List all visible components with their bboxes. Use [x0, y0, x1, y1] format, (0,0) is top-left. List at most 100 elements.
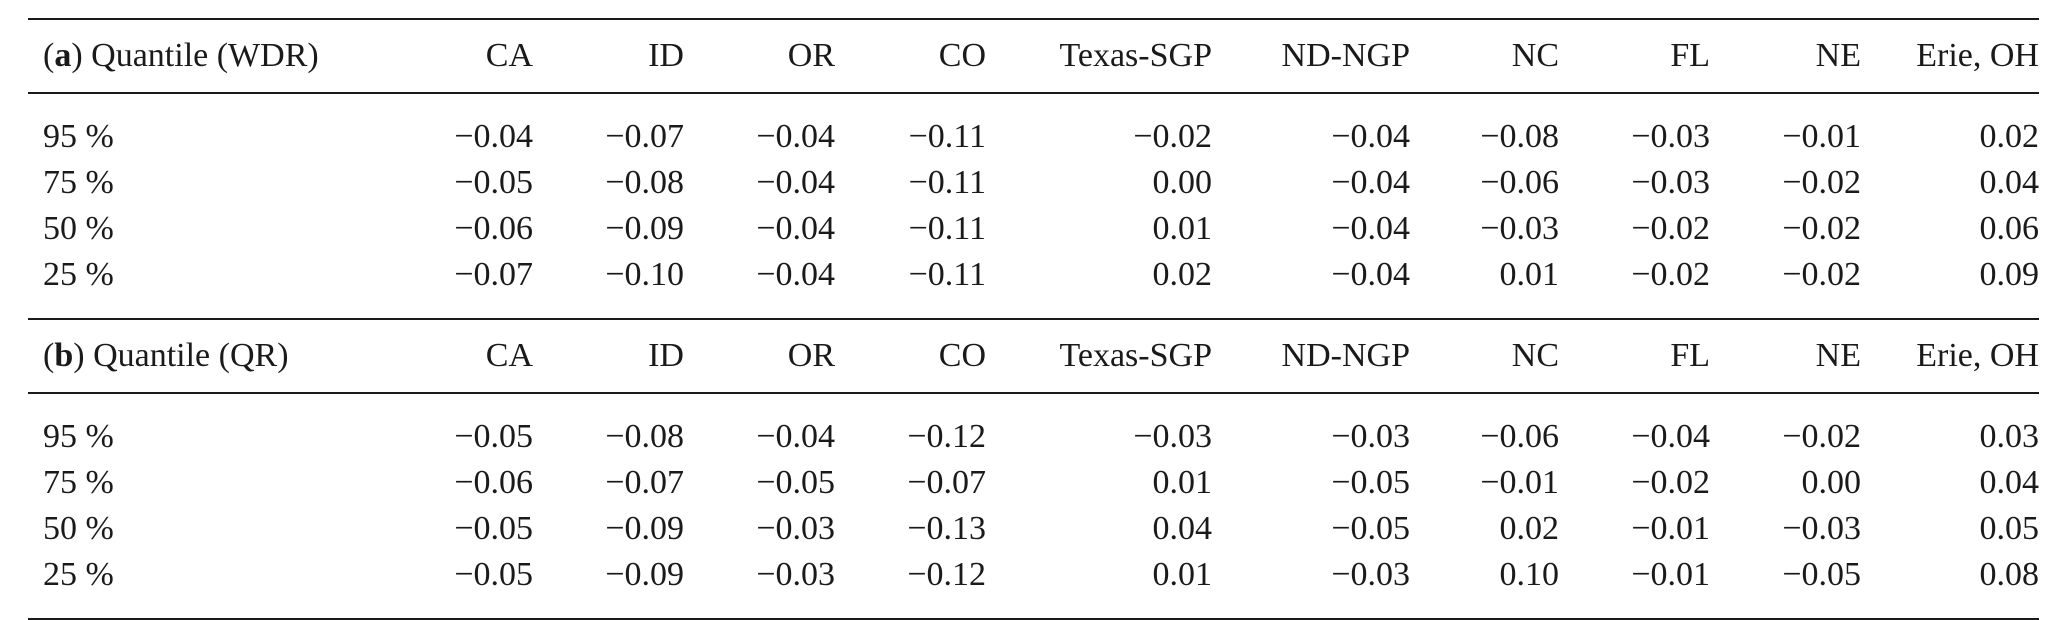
table-row: 50 % −0.06 −0.09 −0.04 −0.11 0.01 −0.04 −0.03 −0… — [28, 206, 2039, 252]
table-cell: −0.05 — [1331, 464, 1410, 501]
table-cell: 0.00 — [1152, 164, 1213, 201]
table-cell: 0.08 — [1861, 552, 2039, 620]
table-cell: −0.04 — [1331, 210, 1410, 247]
table-row: 25 % −0.05 −0.09 −0.03 −0.12 0.01 −0.03 0.10 −0.… — [28, 552, 2039, 620]
table-cell: −0.02 — [1782, 210, 1861, 247]
table-cell: 0.01 — [986, 552, 1212, 620]
column-header: Erie, OH — [1861, 318, 2039, 394]
table-cell: −0.07 — [454, 256, 533, 293]
column-header: NC — [1410, 318, 1559, 394]
table-row: 75 % −0.06 −0.07 −0.05 −0.07 0.01 −0.05 −0.01 −0… — [28, 460, 2039, 506]
table-cell: −0.08 — [605, 418, 684, 455]
table-row: 95 % −0.04 −0.07 −0.04 −0.11 −0.02 −0.04 −0.08 −… — [28, 93, 2039, 160]
column-header: Texas-SGP — [986, 18, 1212, 94]
quantile-label: 95 % — [43, 418, 114, 455]
table-cell: −0.01 — [1782, 118, 1861, 155]
table-cell: −0.01 — [1480, 464, 1559, 501]
table-cell: −0.02 — [1631, 256, 1710, 293]
column-header: ID — [533, 318, 684, 394]
table-cell: −0.03 — [1212, 552, 1410, 620]
panel-a-title: (a) Quantile (WDR) — [28, 18, 361, 94]
table-cell: −0.03 — [1133, 418, 1212, 455]
table-cell: −0.10 — [605, 256, 684, 293]
table-cell: −0.06 — [1480, 418, 1559, 455]
table-cell: −0.03 — [1331, 418, 1410, 455]
column-header: CA — [361, 318, 533, 394]
quantile-label: 75 % — [43, 464, 114, 501]
table-cell: −0.07 — [907, 464, 986, 501]
table-cell: −0.02 — [1631, 464, 1710, 501]
panel-paren-open: ( — [43, 37, 55, 74]
table-cell: −0.11 — [908, 118, 986, 155]
quantile-label: 25 % — [28, 552, 361, 620]
panel-paren-close: ) — [71, 37, 83, 74]
table-cell: −0.03 — [1782, 510, 1861, 547]
quantile-label: 50 % — [43, 510, 114, 547]
table-cell: −0.07 — [605, 464, 684, 501]
table-cell: −0.02 — [1782, 256, 1861, 293]
table-cell: −0.09 — [605, 510, 684, 547]
column-header: Erie, OH — [1861, 18, 2039, 94]
table-cell: −0.05 — [454, 418, 533, 455]
table-cell: 0.02 — [1152, 256, 1213, 293]
table-cell: 0.01 — [1499, 256, 1560, 293]
table-cell: −0.05 — [756, 464, 835, 501]
table-cell: −0.03 — [756, 510, 835, 547]
column-header: FL — [1559, 318, 1710, 394]
table-cell: −0.04 — [756, 418, 835, 455]
column-header: NC — [1410, 18, 1559, 94]
table-row: 25 % −0.07 −0.10 −0.04 −0.11 0.02 −0.04 0.01 −0.… — [28, 252, 2039, 319]
table-cell: −0.04 — [756, 164, 835, 201]
panel-letter: a — [54, 37, 72, 74]
table-cell: 0.06 — [1979, 210, 2040, 247]
column-header: ND-NGP — [1212, 318, 1410, 394]
panel-a-header-row: (a) Quantile (WDR) CA ID OR CO Texas-SGP ND-NG… — [28, 18, 2039, 94]
table-row: 75 % −0.05 −0.08 −0.04 −0.11 0.00 −0.04 −0.06 −0… — [28, 160, 2039, 206]
table-cell: −0.05 — [1331, 510, 1410, 547]
table-cell: −0.07 — [605, 118, 684, 155]
table-cell: −0.05 — [454, 510, 533, 547]
column-header: ID — [533, 18, 684, 94]
table-cell: 0.05 — [1979, 510, 2040, 547]
table-cell: 0.04 — [1979, 464, 2040, 501]
table-cell: −0.08 — [1480, 118, 1559, 155]
table-cell: −0.06 — [454, 464, 533, 501]
table-cell: −0.05 — [361, 552, 533, 620]
panel-title-text: Quantile (WDR) — [82, 37, 319, 74]
table-cell: −0.12 — [835, 552, 986, 620]
table-cell: −0.03 — [1480, 210, 1559, 247]
table-cell: −0.06 — [1480, 164, 1559, 201]
table-cell: −0.04 — [1331, 164, 1410, 201]
table-cell: −0.09 — [605, 210, 684, 247]
table-cell: 0.09 — [1979, 256, 2040, 293]
table-cell: −0.05 — [1710, 552, 1861, 620]
quantile-table-container: (a) Quantile (WDR) CA ID OR CO Texas-SGP ND-NG… — [28, 18, 2039, 620]
table-cell: −0.04 — [1331, 118, 1410, 155]
table-cell: −0.12 — [907, 418, 986, 455]
column-header: ND-NGP — [1212, 18, 1410, 94]
table-cell: 0.04 — [1979, 164, 2040, 201]
table-cell: −0.01 — [1559, 552, 1710, 620]
column-header: OR — [684, 318, 835, 394]
panel-letter: b — [54, 337, 74, 374]
table-cell: −0.06 — [454, 210, 533, 247]
column-header: NE — [1710, 318, 1861, 394]
table-cell: −0.04 — [1631, 418, 1710, 455]
column-header: CO — [835, 18, 986, 94]
table-cell: −0.03 — [684, 552, 835, 620]
table-cell: −0.04 — [756, 118, 835, 155]
quantile-label: 75 % — [43, 164, 114, 201]
table-cell: 0.03 — [1979, 418, 2040, 455]
quantile-label: 25 % — [43, 256, 114, 293]
quantile-label: 95 % — [43, 118, 114, 155]
panel-title-text: Quantile (QR) — [84, 337, 289, 374]
table-cell: 0.01 — [1152, 464, 1213, 501]
table-cell: 0.02 — [1979, 118, 2040, 155]
table-cell: −0.05 — [454, 164, 533, 201]
table-cell: −0.02 — [1631, 210, 1710, 247]
table-cell: −0.11 — [908, 210, 986, 247]
table-cell: 0.10 — [1410, 552, 1559, 620]
table-cell: −0.03 — [1631, 118, 1710, 155]
table-cell: −0.08 — [605, 164, 684, 201]
table-cell: −0.02 — [1782, 164, 1861, 201]
